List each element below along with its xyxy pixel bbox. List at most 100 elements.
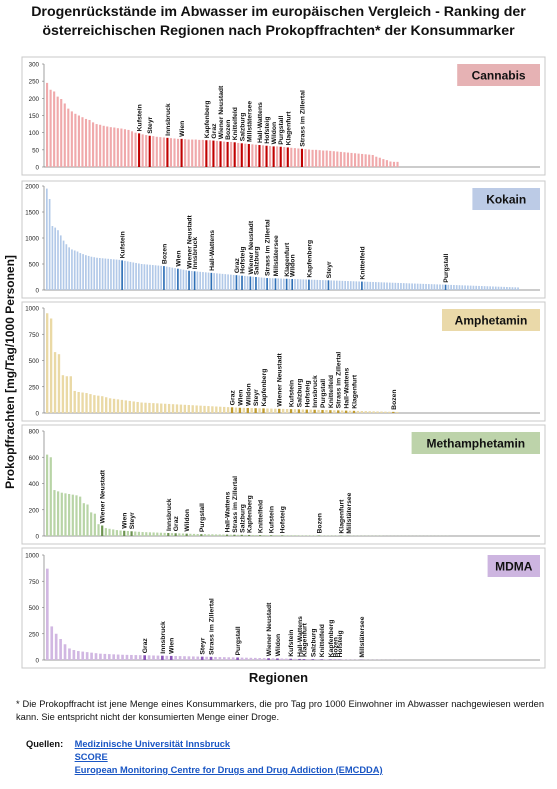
highlight-bar <box>344 410 348 413</box>
region-label: Millstätersee <box>346 492 353 533</box>
bar <box>325 410 328 413</box>
highlight-bar <box>267 658 270 660</box>
bar <box>378 157 381 167</box>
bar <box>405 283 408 290</box>
bar <box>218 657 222 660</box>
bar <box>75 495 78 536</box>
bar <box>145 135 148 167</box>
bar <box>332 151 335 167</box>
bar <box>155 136 158 167</box>
bar <box>198 139 201 167</box>
bar <box>392 161 396 167</box>
bar <box>297 148 300 167</box>
bar <box>469 285 472 290</box>
bar <box>330 280 333 290</box>
region-label: Strass im Zillertal <box>299 90 306 147</box>
region-label: Wiener Neustadt <box>218 85 225 139</box>
bar <box>93 395 96 413</box>
region-label: Kapfenberg <box>306 240 313 278</box>
region-label: Salzburg <box>296 379 303 408</box>
bar <box>151 265 154 290</box>
bar <box>205 656 208 660</box>
bar <box>436 284 439 290</box>
region-label: Bozen <box>332 637 339 657</box>
region-label: Wildon <box>271 122 278 145</box>
bar <box>120 399 124 413</box>
region-label: Wildon <box>245 383 252 406</box>
bar <box>307 149 311 167</box>
y-tick-label: 1000 <box>25 306 39 313</box>
bar <box>53 490 56 536</box>
bar <box>315 149 318 167</box>
bar <box>234 407 238 413</box>
bar <box>252 276 255 290</box>
bar <box>270 408 273 413</box>
bar <box>441 284 444 290</box>
bar <box>76 651 80 660</box>
bar <box>79 496 82 536</box>
source-link-muni-innsbruck[interactable]: Medizinische Universität Innsbruck <box>74 739 231 749</box>
bar <box>299 279 302 290</box>
bar <box>190 271 193 290</box>
highlight-bar <box>166 137 169 167</box>
highlight-bar <box>262 408 265 413</box>
highlight-bar <box>329 659 332 660</box>
source-link-emcdda[interactable]: European Monitoring Centre for Drugs and… <box>74 765 383 775</box>
series-title: Methamphetamin <box>426 437 525 451</box>
bar <box>348 410 352 413</box>
bar <box>260 277 263 290</box>
bar <box>53 352 57 413</box>
bar <box>480 286 483 290</box>
bar <box>102 125 105 167</box>
highlight-bar <box>285 278 288 290</box>
source-link-score[interactable]: SCORE <box>74 752 108 762</box>
bar <box>336 151 339 167</box>
bar <box>123 129 127 167</box>
series-title: MDMA <box>495 560 533 574</box>
bar <box>65 244 68 290</box>
bar <box>82 503 85 536</box>
bar <box>121 654 124 660</box>
bar <box>427 284 430 290</box>
bar <box>57 230 59 290</box>
highlight-bar <box>238 407 242 413</box>
bar <box>508 287 511 290</box>
bar <box>219 406 222 413</box>
bar <box>245 657 248 660</box>
region-label: Steyr <box>200 637 207 654</box>
bar <box>311 149 314 167</box>
bar <box>49 89 52 167</box>
bar <box>274 408 277 413</box>
bar <box>439 284 441 290</box>
region-label: Knittelfeld <box>359 246 366 279</box>
region-label: Wildon <box>184 509 191 532</box>
highlight-bar <box>300 148 304 167</box>
chart-panel-mdma: 0 250 500 750 1000 Graz Innsbruck Wien Steyr Stra… <box>21 547 546 669</box>
region-label: Wiener Neustadt <box>187 214 194 268</box>
bar <box>147 655 151 660</box>
bar <box>227 274 229 290</box>
highlight-bar <box>233 142 236 167</box>
bar <box>140 264 143 290</box>
highlight-bar <box>225 534 229 536</box>
bar <box>324 659 328 660</box>
bar <box>59 235 62 290</box>
bar <box>92 122 95 167</box>
bar <box>112 654 116 660</box>
bar <box>74 113 77 167</box>
bar <box>371 154 374 167</box>
series-title-box <box>472 188 540 210</box>
y-tick-label: 250 <box>29 79 40 86</box>
region-label: Purgstall <box>278 116 285 145</box>
bar <box>216 273 218 290</box>
bar <box>388 411 391 413</box>
region-label: Klagenfurt <box>284 242 291 277</box>
bar <box>389 161 392 167</box>
bar <box>108 398 112 413</box>
highlight-bar <box>143 655 147 660</box>
bar <box>57 354 61 413</box>
bar <box>430 284 433 290</box>
bar <box>107 258 110 290</box>
bar <box>98 258 101 290</box>
highlight-bar <box>392 411 395 413</box>
